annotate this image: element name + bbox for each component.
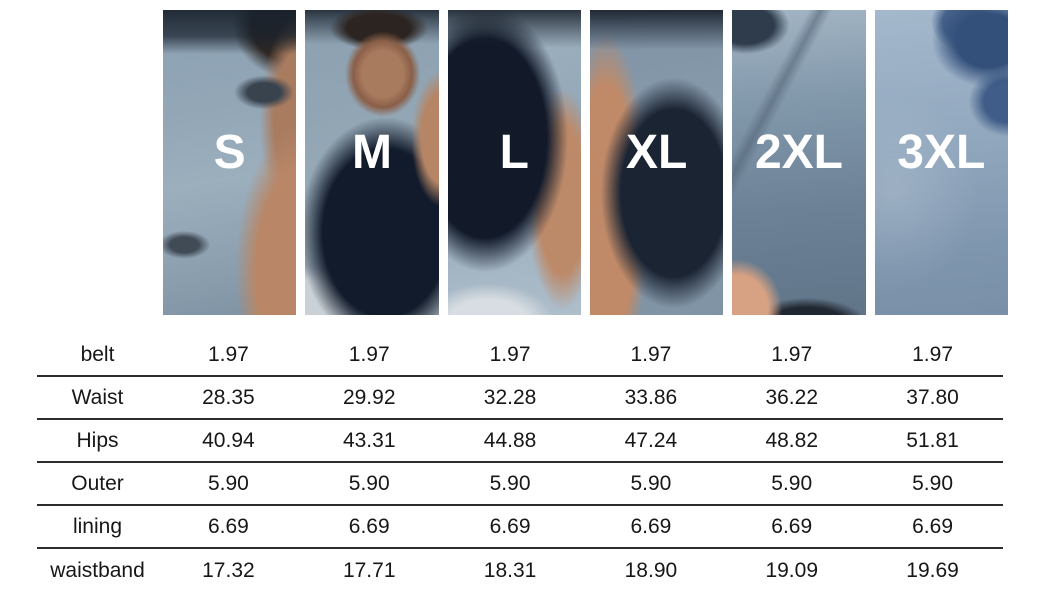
table-cell: 5.90 [630,471,672,495]
table-row-lining: lining 6.69 6.69 6.69 6.69 6.69 6.69 [37,506,1003,549]
table-cell: 28.35 [202,385,255,409]
table-row-waist: Waist 28.35 29.92 32.28 33.86 36.22 37.8… [37,377,1003,420]
table-cell: 44.88 [483,428,537,452]
size-panel-m: M [305,10,439,315]
table-cell: 1.97 [771,342,813,366]
table-cell: 1.97 [630,342,672,366]
table-cell: 6.69 [348,514,390,538]
size-panel-2xl: 2XL [732,10,866,315]
row-label-lining: lining [72,514,123,538]
table-cell: 51.81 [906,428,959,452]
table-row-hips: Hips 40.94 43.31 44.88 47.24 48.82 51.81 [37,420,1003,463]
table-cell: 6.69 [489,514,531,538]
table-cell: 6.69 [207,514,249,538]
table-row-belt: belt 1.97 1.97 1.97 1.97 1.97 1.97 [37,334,1003,377]
table-cell: 36.22 [765,385,819,409]
table-row-waistband: waistband 17.32 17.71 18.31 18.90 19.09 … [37,549,1003,592]
size-panel-xl: XL [589,10,724,315]
row-label-waist: Waist [71,385,124,409]
size-panel-l: L [447,10,581,315]
size-label-2xl: 2XL [754,126,843,180]
size-table: belt 1.97 1.97 1.97 1.97 1.97 1.97 Waist… [37,334,1003,592]
table-cell: 18.31 [483,558,537,582]
table-cell: 32.28 [483,385,537,409]
table-cell: 37.80 [906,385,959,409]
size-panel-s: S [163,10,297,315]
table-cell: 6.69 [630,514,672,538]
size-label-xl: XL [625,126,688,180]
size-label-3xl: 3XL [897,126,986,180]
row-label-belt: belt [80,342,115,366]
table-cell: 29.92 [342,385,396,409]
table-cell: 43.31 [342,428,396,452]
row-label-waistband: waistband [50,558,145,582]
row-label-outer: Outer [71,471,124,495]
table-cell: 1.97 [489,342,531,366]
size-label-s: S [213,126,246,180]
table-cell: 5.90 [912,471,953,495]
size-label-l: L [499,126,529,180]
table-cell: 17.71 [342,558,396,582]
table-cell: 47.24 [624,428,678,452]
size-label-m: M [352,126,392,180]
size-panel-3xl: 3XL [874,10,1008,315]
table-cell: 19.09 [765,558,819,582]
table-cell: 6.69 [771,514,813,538]
table-cell: 1.97 [207,342,249,366]
table-cell: 1.97 [348,342,390,366]
table-cell: 19.69 [906,558,959,582]
table-cell: 40.94 [202,428,255,452]
table-cell: 33.86 [624,385,678,409]
table-cell: 5.90 [771,471,813,495]
table-cell: 1.97 [912,342,953,366]
size-photo-strip: S M L XL 2XL 3XL [163,10,1008,315]
table-cell: 5.90 [348,471,390,495]
table-cell: 18.90 [624,558,678,582]
table-cell: 48.82 [765,428,819,452]
table-row-outer: Outer 5.90 5.90 5.90 5.90 5.90 5.90 [37,463,1003,506]
row-label-hips: Hips [76,428,119,452]
table-cell: 6.69 [912,514,953,538]
table-cell: 5.90 [207,471,249,495]
table-cell: 17.32 [202,558,255,582]
table-cell: 5.90 [489,471,531,495]
